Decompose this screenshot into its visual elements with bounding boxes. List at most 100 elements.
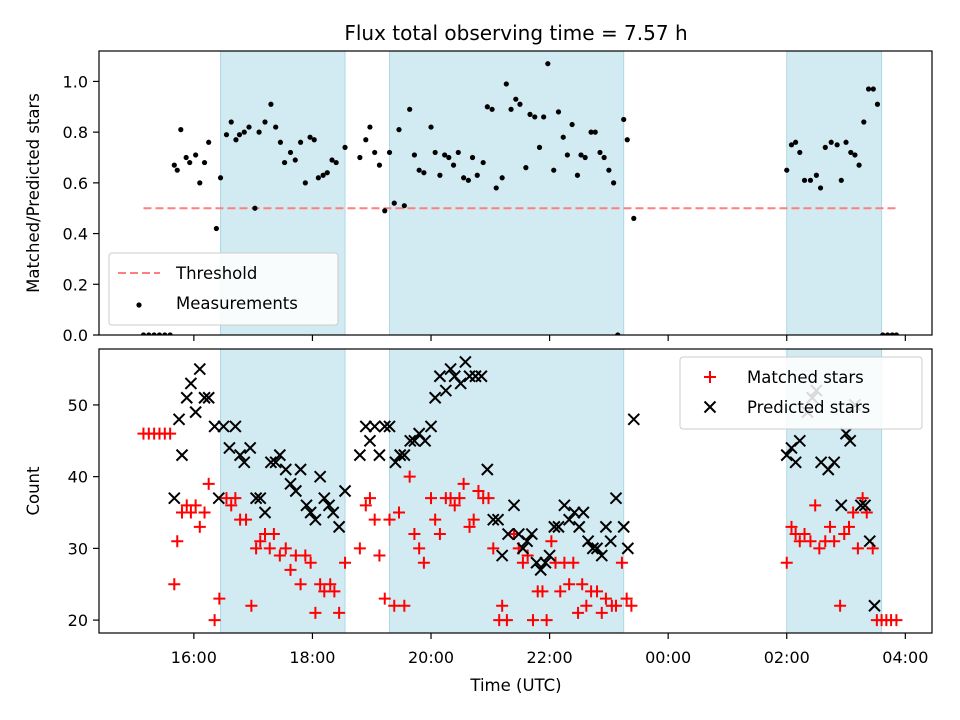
data-point xyxy=(433,528,446,541)
data-point xyxy=(401,203,407,209)
data-point xyxy=(268,101,274,107)
series-predicted-stars xyxy=(168,355,881,612)
axes-frame xyxy=(98,50,933,336)
data-point xyxy=(309,513,322,526)
data-point xyxy=(517,101,523,107)
data-point xyxy=(884,332,891,335)
data-point xyxy=(254,491,267,505)
data-point xyxy=(880,332,886,335)
data-point xyxy=(621,542,635,555)
data-point xyxy=(523,165,529,171)
data-point xyxy=(552,520,565,534)
data-point xyxy=(193,152,199,158)
data-point xyxy=(320,172,326,178)
data-point xyxy=(527,111,533,117)
data-point xyxy=(212,491,225,505)
data-point xyxy=(493,185,499,191)
data-point xyxy=(425,492,438,505)
x-tick-label: 18:00 xyxy=(289,648,335,667)
data-point xyxy=(424,420,438,433)
x-tick-label: 20:00 xyxy=(408,648,454,667)
data-point xyxy=(389,456,402,469)
data-point xyxy=(262,119,268,125)
data-point xyxy=(273,549,286,562)
data-point xyxy=(558,499,571,512)
data-point xyxy=(576,578,589,591)
data-point xyxy=(595,606,608,619)
data-point xyxy=(342,144,348,150)
data-point xyxy=(788,142,795,148)
data-point xyxy=(289,484,303,498)
data-point xyxy=(822,144,828,150)
data-point xyxy=(324,170,330,176)
data-point xyxy=(333,159,339,166)
data-point xyxy=(842,520,855,533)
data-point xyxy=(487,513,500,526)
data-point xyxy=(297,139,304,145)
data-point xyxy=(555,109,562,115)
data-point xyxy=(526,614,539,627)
data-point xyxy=(353,542,366,555)
data-point xyxy=(241,129,247,135)
data-point xyxy=(793,434,806,448)
data-point xyxy=(536,585,549,598)
data-point xyxy=(184,506,197,519)
data-point xyxy=(263,542,276,555)
data-point xyxy=(554,585,567,598)
data-point xyxy=(503,81,509,87)
data-point xyxy=(784,167,790,173)
data-point xyxy=(245,599,258,612)
data-point xyxy=(793,535,806,548)
data-point xyxy=(225,499,238,512)
data-point xyxy=(318,585,331,598)
data-point xyxy=(499,175,505,181)
data-point xyxy=(545,61,551,67)
data-point xyxy=(817,185,824,191)
data-point xyxy=(172,413,186,426)
data-point xyxy=(536,144,543,150)
data-point xyxy=(508,106,514,112)
data-point xyxy=(574,172,581,178)
data-point xyxy=(428,124,434,130)
data-point xyxy=(617,520,630,534)
data-point xyxy=(577,506,590,519)
data-point xyxy=(597,149,603,156)
data-point xyxy=(363,434,377,448)
data-point xyxy=(798,528,811,541)
data-point xyxy=(474,172,480,178)
data-point xyxy=(376,162,383,168)
data-point xyxy=(507,499,521,512)
data-point xyxy=(824,520,837,533)
data-point xyxy=(801,177,808,183)
data-point xyxy=(403,470,416,483)
data-point xyxy=(273,448,287,462)
data-point xyxy=(171,535,184,548)
data-point xyxy=(236,132,243,138)
shaded-interval xyxy=(786,50,883,336)
data-point xyxy=(418,434,432,448)
data-point xyxy=(408,434,421,448)
data-point xyxy=(465,177,471,183)
data-point xyxy=(582,154,588,161)
data-point xyxy=(480,159,486,166)
data-point xyxy=(475,370,488,383)
data-point xyxy=(609,491,623,505)
data-point xyxy=(213,592,226,605)
data-point xyxy=(861,119,867,125)
data-point xyxy=(249,491,263,505)
data-point xyxy=(454,377,467,390)
y-tick-label: 1.0 xyxy=(63,72,88,91)
legend: Threshold Measurements xyxy=(108,252,339,326)
data-point xyxy=(252,205,258,211)
data-point xyxy=(797,149,803,156)
data-point xyxy=(548,520,561,534)
data-point xyxy=(581,534,595,548)
data-point xyxy=(309,606,322,619)
data-point xyxy=(198,506,211,519)
data-point xyxy=(294,463,307,476)
data-point xyxy=(437,172,443,178)
legend-label: Predicted stars xyxy=(747,398,870,417)
data-point xyxy=(217,420,230,433)
data-point xyxy=(578,152,584,158)
data-point xyxy=(807,177,814,183)
